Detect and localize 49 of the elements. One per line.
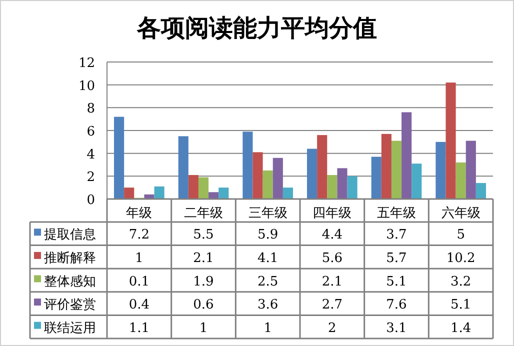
- x-tick-label: 六年级: [441, 206, 480, 221]
- data-label: 2.1: [322, 274, 343, 290]
- y-tick-label: 8: [86, 102, 95, 117]
- chart-title: 各项阅读能力平均分值: [136, 13, 377, 42]
- data-label: 5: [456, 228, 465, 243]
- x-tick-label: 四年级: [312, 206, 352, 221]
- data-label: 2.5: [257, 274, 278, 290]
- data-label: 1: [199, 320, 208, 336]
- data-label: 7.2: [128, 228, 150, 243]
- data-label: 4.4: [322, 228, 343, 243]
- data-label: 7.6: [386, 298, 407, 313]
- data-label: 0.1: [128, 274, 150, 290]
- data-label: 5.6: [322, 250, 343, 266]
- x-tick-label: 年级: [126, 206, 152, 221]
- data-label: 1.1: [128, 320, 150, 336]
- data-label: 3.2: [450, 274, 472, 290]
- data-label: 3.7: [386, 228, 407, 243]
- legend-label: 联结运用: [44, 320, 96, 336]
- x-tick-label: 三年级: [248, 206, 288, 221]
- data-label: 5.1: [450, 298, 472, 313]
- data-label: 10.2: [446, 250, 476, 266]
- data-label: 5.1: [386, 274, 407, 290]
- legend-label: 评价鉴赏: [44, 298, 96, 313]
- data-label: 5.9: [257, 228, 278, 243]
- data-label: 2.1: [193, 250, 214, 266]
- data-label: 0.6: [193, 298, 214, 313]
- data-label: 5.7: [386, 250, 407, 266]
- data-label: 1.4: [450, 320, 472, 336]
- y-tick-label: 0: [86, 193, 95, 208]
- y-tick-label: 6: [86, 124, 95, 140]
- y-tick-label: 2: [86, 170, 95, 186]
- data-label: 3.1: [386, 320, 407, 336]
- data-label: 1.9: [193, 274, 214, 290]
- x-tick-label: 二年级: [184, 206, 223, 221]
- data-label: 5.5: [193, 228, 214, 243]
- data-label: 2: [328, 320, 336, 336]
- y-tick-label: 4: [86, 147, 95, 162]
- legend-label: 提取信息: [44, 228, 96, 243]
- legend-label: 整体感知: [44, 274, 96, 290]
- data-label: 2.7: [322, 298, 343, 313]
- data-label: 1: [264, 320, 272, 336]
- data-label: 3.6: [257, 298, 278, 313]
- data-label: 1: [135, 250, 144, 266]
- x-tick-label: 五年级: [377, 206, 416, 221]
- y-tick-label: 12: [78, 56, 95, 71]
- legend-label: 推断解释: [44, 250, 96, 266]
- y-tick-label: 10: [78, 78, 95, 94]
- data-label: 0.4: [128, 298, 150, 313]
- data-label: 4.1: [257, 250, 278, 266]
